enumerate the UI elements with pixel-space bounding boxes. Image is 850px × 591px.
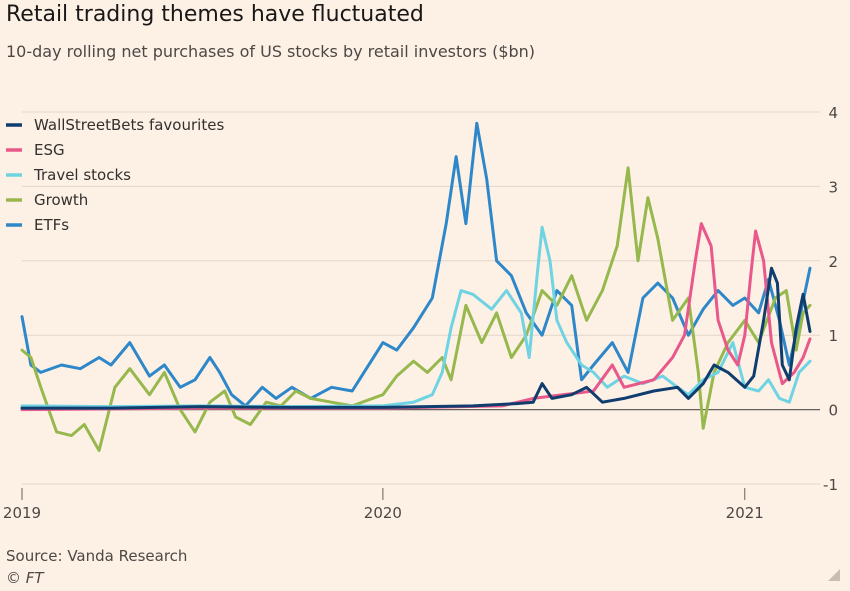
legend-label: ETFs: [34, 216, 69, 234]
x-tick-label: 2019: [3, 504, 41, 522]
legend-label: WallStreetBets favourites: [34, 116, 224, 134]
series-line-esg: [20, 222, 812, 412]
legend-label: ESG: [34, 141, 65, 159]
legend-label: Growth: [34, 191, 88, 209]
chart-title: Retail trading themes have fluctuated: [6, 2, 424, 27]
resize-handle-icon[interactable]: [828, 569, 840, 581]
x-tick-label: 2021: [726, 504, 764, 522]
series-line-etfs: [20, 121, 812, 408]
y-tick-label: 3: [828, 178, 838, 196]
chart-subtitle: 10-day rolling net purchases of US stock…: [6, 42, 536, 61]
copyright-note: © FT: [6, 569, 44, 587]
y-tick-label: 1: [828, 327, 838, 345]
source-note: Source: Vanda Research: [6, 547, 188, 565]
series-line-growth: [20, 166, 812, 452]
x-tick-label: 2020: [364, 504, 402, 522]
y-tick-label: 0: [828, 402, 838, 420]
y-tick-label: -1: [823, 476, 838, 494]
legend-label: Travel stocks: [33, 166, 131, 184]
series-line-travel-stocks: [20, 225, 812, 409]
series-line-wallstreetbets-favourites: [20, 266, 812, 410]
y-tick-label: 2: [828, 253, 838, 271]
y-tick-label: 4: [828, 104, 838, 122]
